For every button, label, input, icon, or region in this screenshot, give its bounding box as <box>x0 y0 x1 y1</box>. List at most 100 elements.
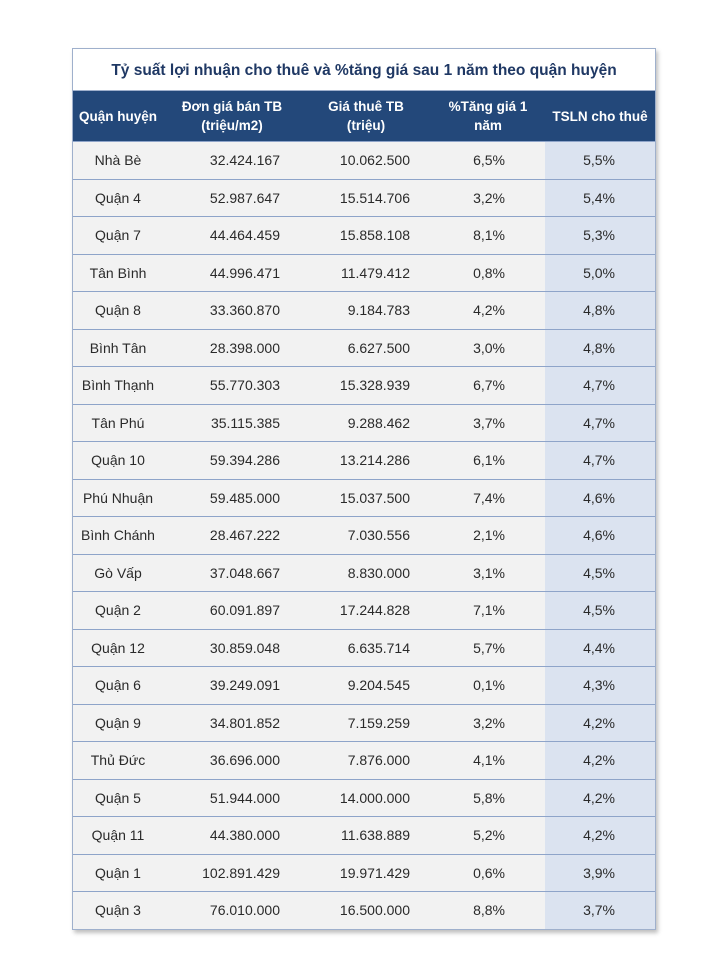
growth-cell: 4,1% <box>431 741 545 779</box>
district-cell: Quận 7 <box>73 216 163 254</box>
rent-cell: 11.638.889 <box>301 816 431 854</box>
yield-cell: 4,7% <box>545 403 655 442</box>
yield-cell: 4,6% <box>545 516 655 554</box>
rent-cell: 6.635.714 <box>301 628 431 667</box>
sale-price-cell: 55.770.303 <box>163 366 301 404</box>
district-cell: Bình Chánh <box>73 516 163 554</box>
sale-price-cell: 52.987.647 <box>163 178 301 217</box>
yield-cell: 4,5% <box>545 553 655 592</box>
table-row: Quận 8 33.360.870 9.184.783 4,2% 4,8% <box>73 291 655 329</box>
rent-cell: 9.288.462 <box>301 403 431 442</box>
district-cell: Quận 4 <box>73 178 163 217</box>
rent-cell: 15.514.706 <box>301 178 431 217</box>
sale-price-cell: 36.696.000 <box>163 741 301 779</box>
sale-price-cell: 102.891.429 <box>163 853 301 892</box>
rent-cell: 8.830.000 <box>301 553 431 592</box>
yield-cell: 5,3% <box>545 216 655 254</box>
growth-cell: 7,4% <box>431 478 545 517</box>
sale-price-cell: 35.115.385 <box>163 403 301 442</box>
yield-cell: 4,2% <box>545 816 655 854</box>
table-row: Bình Chánh 28.467.222 7.030.556 2,1% 4,6% <box>73 516 655 554</box>
yield-cell: 5,5% <box>545 141 655 179</box>
growth-cell: 8,8% <box>431 891 545 929</box>
table-row: Quận 11 44.380.000 11.638.889 5,2% 4,2% <box>73 816 655 854</box>
growth-cell: 3,1% <box>431 553 545 592</box>
district-cell: Bình Thạnh <box>73 366 163 404</box>
district-cell: Quận 9 <box>73 703 163 742</box>
growth-cell: 5,2% <box>431 816 545 854</box>
district-cell: Quận 6 <box>73 666 163 704</box>
yield-cell: 4,8% <box>545 328 655 367</box>
table-row: Gò Vấp 37.048.667 8.830.000 3,1% 4,5% <box>73 553 655 592</box>
growth-cell: 0,8% <box>431 253 545 292</box>
sale-price-cell: 60.091.897 <box>163 591 301 629</box>
yield-cell: 4,3% <box>545 666 655 704</box>
rent-cell: 17.244.828 <box>301 591 431 629</box>
table-row: Quận 1 102.891.429 19.971.429 0,6% 3,9% <box>73 853 655 892</box>
table-row: Tân Phú 35.115.385 9.288.462 3,7% 4,7% <box>73 403 655 442</box>
rent-cell: 14.000.000 <box>301 778 431 817</box>
header-yield: TSLN cho thuê <box>545 91 655 142</box>
rent-cell: 15.037.500 <box>301 478 431 517</box>
district-cell: Quận 5 <box>73 778 163 817</box>
sale-price-cell: 44.996.471 <box>163 253 301 292</box>
growth-cell: 5,7% <box>431 628 545 667</box>
district-cell: Quận 3 <box>73 891 163 929</box>
yield-cell: 4,7% <box>545 441 655 479</box>
sale-price-cell: 51.944.000 <box>163 778 301 817</box>
table-row: Nhà Bè 32.424.167 10.062.500 6,5% 5,5% <box>73 141 655 179</box>
growth-cell: 6,5% <box>431 141 545 179</box>
growth-cell: 3,2% <box>431 178 545 217</box>
district-cell: Thủ Đức <box>73 741 163 779</box>
yield-cell: 4,8% <box>545 291 655 329</box>
table-row: Tân Bình 44.996.471 11.479.412 0,8% 5,0% <box>73 253 655 292</box>
district-cell: Tân Phú <box>73 403 163 442</box>
yield-cell: 4,2% <box>545 741 655 779</box>
yield-cell: 4,7% <box>545 366 655 404</box>
sale-price-cell: 39.249.091 <box>163 666 301 704</box>
table-row: Bình Thạnh 55.770.303 15.328.939 6,7% 4,7% <box>73 366 655 404</box>
yield-cell: 5,0% <box>545 253 655 292</box>
growth-cell: 3,2% <box>431 703 545 742</box>
growth-cell: 5,8% <box>431 778 545 817</box>
table-row: Quận 9 34.801.852 7.159.259 3,2% 4,2% <box>73 703 655 742</box>
district-cell: Tân Bình <box>73 253 163 292</box>
yield-cell: 4,2% <box>545 703 655 742</box>
table-row: Thủ Đức 36.696.000 7.876.000 4,1% 4,2% <box>73 741 655 779</box>
growth-cell: 0,6% <box>431 853 545 892</box>
yield-cell: 5,4% <box>545 178 655 217</box>
sale-price-cell: 28.398.000 <box>163 328 301 367</box>
growth-cell: 0,1% <box>431 666 545 704</box>
table-row: Quận 10 59.394.286 13.214.286 6,1% 4,7% <box>73 441 655 479</box>
rental-yield-table-card: Tỷ suất lợi nhuận cho thuê và %tăng giá … <box>72 48 656 930</box>
district-cell: Quận 12 <box>73 628 163 667</box>
rent-cell: 11.479.412 <box>301 253 431 292</box>
table-row: Quận 5 51.944.000 14.000.000 5,8% 4,2% <box>73 778 655 817</box>
rent-cell: 9.184.783 <box>301 291 431 329</box>
rent-cell: 10.062.500 <box>301 141 431 179</box>
district-cell: Bình Tân <box>73 328 163 367</box>
rental-yield-table: Quận huyện Đơn giá bán TB (triệu/m2) Giá … <box>73 91 655 929</box>
header-sale-price: Đơn giá bán TB (triệu/m2) <box>163 91 301 142</box>
sale-price-cell: 30.859.048 <box>163 628 301 667</box>
header-row: Quận huyện Đơn giá bán TB (triệu/m2) Giá … <box>73 91 655 142</box>
rent-cell: 7.030.556 <box>301 516 431 554</box>
rent-cell: 16.500.000 <box>301 891 431 929</box>
sale-price-cell: 33.360.870 <box>163 291 301 329</box>
rent-cell: 13.214.286 <box>301 441 431 479</box>
growth-cell: 8,1% <box>431 216 545 254</box>
rent-cell: 6.627.500 <box>301 328 431 367</box>
district-cell: Quận 10 <box>73 441 163 479</box>
sale-price-cell: 59.394.286 <box>163 441 301 479</box>
growth-cell: 3,0% <box>431 328 545 367</box>
district-cell: Quận 2 <box>73 591 163 629</box>
growth-cell: 3,7% <box>431 403 545 442</box>
table-row: Quận 12 30.859.048 6.635.714 5,7% 4,4% <box>73 628 655 667</box>
table-row: Quận 7 44.464.459 15.858.108 8,1% 5,3% <box>73 216 655 254</box>
growth-cell: 7,1% <box>431 591 545 629</box>
yield-cell: 4,5% <box>545 591 655 629</box>
rent-cell: 19.971.429 <box>301 853 431 892</box>
sale-price-cell: 34.801.852 <box>163 703 301 742</box>
yield-cell: 3,7% <box>545 891 655 929</box>
yield-cell: 4,4% <box>545 628 655 667</box>
